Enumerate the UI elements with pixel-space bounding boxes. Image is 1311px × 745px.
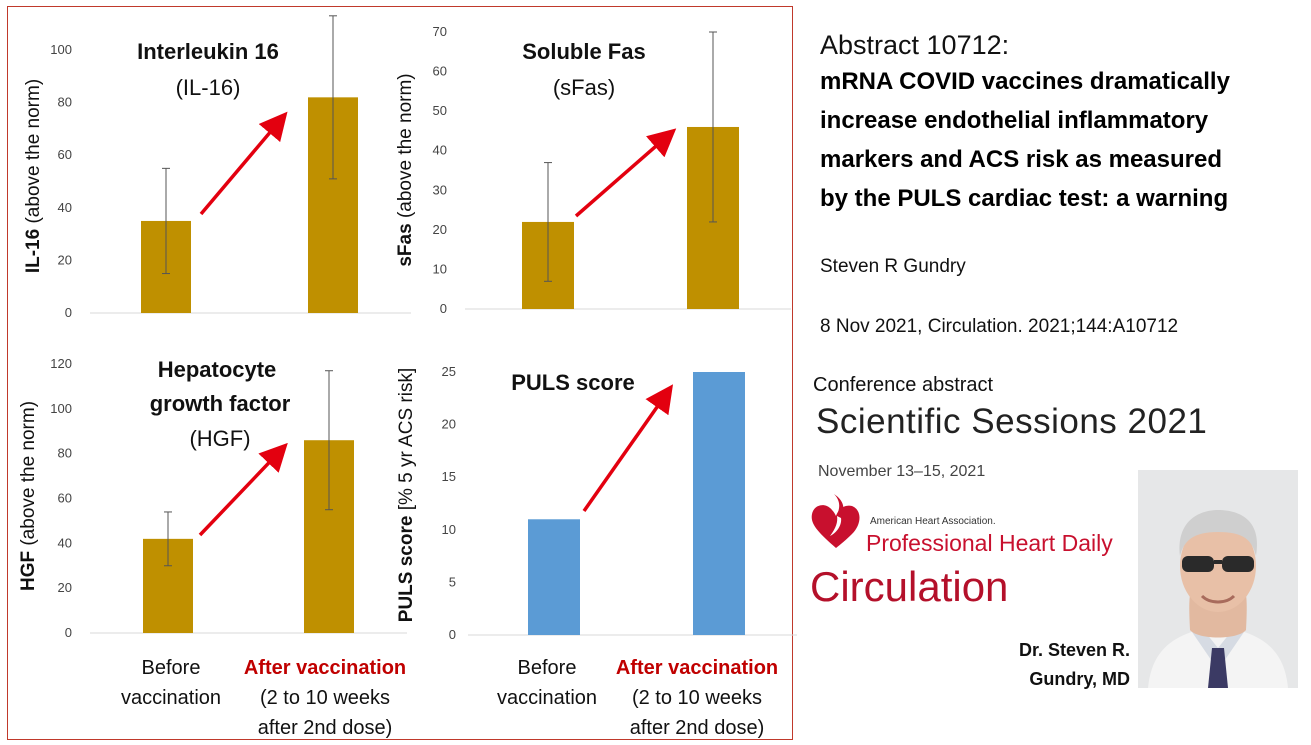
abstract-title-line-1: mRNA COVID vaccines dramatically — [820, 68, 1230, 95]
chart4-ylabel-rest: [% 5 yr ACS risk] — [396, 368, 417, 516]
chart1-ylabel-bold: IL-16 — [23, 229, 44, 273]
right-after-label-2: (2 to 10 weeks — [632, 687, 762, 709]
chart3-ytick: 120 — [50, 356, 72, 371]
chart2-ytick: 70 — [433, 24, 447, 39]
chart1-ytick: 40 — [58, 200, 72, 215]
author-name: Steven R Gundry — [820, 256, 966, 277]
chart2-ylabel-rest: (above the norm) — [395, 73, 416, 223]
chart1-ytick: 80 — [58, 95, 72, 110]
chart3-ylabel-bold: HGF — [18, 551, 39, 591]
chart2-ylabel-bold: sFas — [395, 223, 416, 266]
chart1-ytick: 20 — [58, 252, 72, 267]
chart3-ylabel-rest: (above the norm) — [18, 401, 39, 551]
chart2-ylabel: sFas (above the norm) — [395, 73, 416, 266]
chart3-subtitle: (HGF) — [189, 426, 250, 451]
abstract-title-line-4: by the PULS cardiac test: a warning — [820, 185, 1229, 212]
chart2-ytick: 0 — [440, 301, 447, 316]
chart4-increase-arrow-icon — [582, 384, 674, 513]
chart3-ytick: 100 — [50, 401, 72, 416]
chart1-ytick: 0 — [65, 305, 72, 320]
chart4-ytick: 15 — [442, 469, 456, 484]
author-portrait — [1138, 470, 1298, 688]
chart3-title2: growth factor — [150, 391, 291, 416]
charts-svg: Interleukin 16 (IL-16) IL-16 (above the … — [18, 15, 797, 739]
chart3-ytick: 60 — [58, 491, 72, 506]
chart4-ylabel: PULS score [% 5 yr ACS risk] — [396, 368, 417, 622]
chart1-title: Interleukin 16 — [137, 39, 279, 64]
conference-name: Scientific Sessions 2021 — [816, 402, 1208, 441]
chart4-bar-after — [693, 372, 745, 635]
right-after-label-1: After vaccination — [616, 657, 778, 679]
left-after-label-3: after 2nd dose) — [258, 717, 393, 739]
left-after-label-1: After vaccination — [244, 657, 406, 679]
chart4-title: PULS score — [511, 370, 635, 395]
chart2-ytick: 10 — [433, 261, 447, 276]
left-before-label-1: Before — [142, 657, 201, 679]
aha-professional-heart-daily: Professional Heart Daily — [866, 530, 1113, 556]
chart2-ytick: 30 — [433, 182, 447, 197]
chart1-increase-arrow-icon — [199, 111, 288, 216]
abstract-block: Abstract 10712: mRNA COVID vaccines dram… — [820, 28, 1310, 218]
chart2-ytick: 40 — [433, 143, 447, 158]
right-after-label-3: after 2nd dose) — [630, 717, 765, 739]
abstract-title-line-3: markers and ACS risk as measured — [820, 146, 1222, 173]
chart4-bar-before — [528, 519, 580, 635]
left-before-label-2: vaccination — [121, 687, 221, 709]
chart4-ytick: 20 — [442, 417, 456, 432]
right-before-label-1: Before — [518, 657, 577, 679]
chart3-increase-arrow-icon — [198, 442, 288, 537]
chart2-ytick: 50 — [433, 103, 447, 118]
chart2-subtitle: (sFas) — [553, 75, 615, 100]
left-after-label-2: (2 to 10 weeks — [260, 687, 390, 709]
chart1-ylabel-rest: (above the norm) — [23, 79, 44, 229]
chart1-ytick: 60 — [58, 147, 72, 162]
chart3-ytick: 20 — [58, 580, 72, 595]
chart3-title: Hepatocyte — [158, 357, 277, 382]
chart3-ytick: 40 — [58, 535, 72, 550]
chart2-title: Soluble Fas — [522, 39, 645, 64]
chart2-ytick: 20 — [433, 222, 447, 237]
person-name-line-2: Gundry, MD — [1029, 669, 1130, 689]
conference-label: Conference abstract — [813, 374, 994, 396]
circulation-journal: Circulation — [810, 563, 1009, 610]
chart3-ytick: 0 — [65, 625, 72, 640]
chart4-ylabel-bold: PULS score — [396, 516, 417, 623]
chart3-ytick: 80 — [58, 446, 72, 461]
chart2-ytick: 60 — [433, 64, 447, 79]
aha-small-text: American Heart Association. — [870, 516, 996, 527]
charts-frame — [7, 6, 793, 740]
chart4-ytick: 25 — [442, 364, 456, 379]
chart3-ylabel: HGF (above the norm) — [18, 401, 39, 591]
chart1-subtitle: (IL-16) — [176, 75, 241, 100]
chart4-ytick: 5 — [449, 574, 456, 589]
conference-dates: November 13–15, 2021 — [818, 463, 986, 480]
abstract-title-line-2: increase endothelial inflammatory — [820, 107, 1209, 134]
heart-torch-logo-icon — [808, 492, 864, 557]
chart2-increase-arrow-icon — [574, 128, 677, 218]
chart1-ytick: 100 — [50, 42, 72, 57]
person-name: Dr. Steven R. Gundry, MD — [1000, 636, 1130, 694]
chart4-ytick: 0 — [449, 627, 456, 642]
citation: 8 Nov 2021, Circulation. 2021;144:A10712 — [820, 316, 1179, 337]
chart4-ytick: 10 — [442, 522, 456, 537]
person-name-line-1: Dr. Steven R. — [1018, 640, 1130, 660]
chart1-ylabel: IL-16 (above the norm) — [23, 79, 44, 273]
abstract-number: Abstract 10712: — [820, 30, 1010, 60]
right-before-label-2: vaccination — [497, 687, 597, 709]
